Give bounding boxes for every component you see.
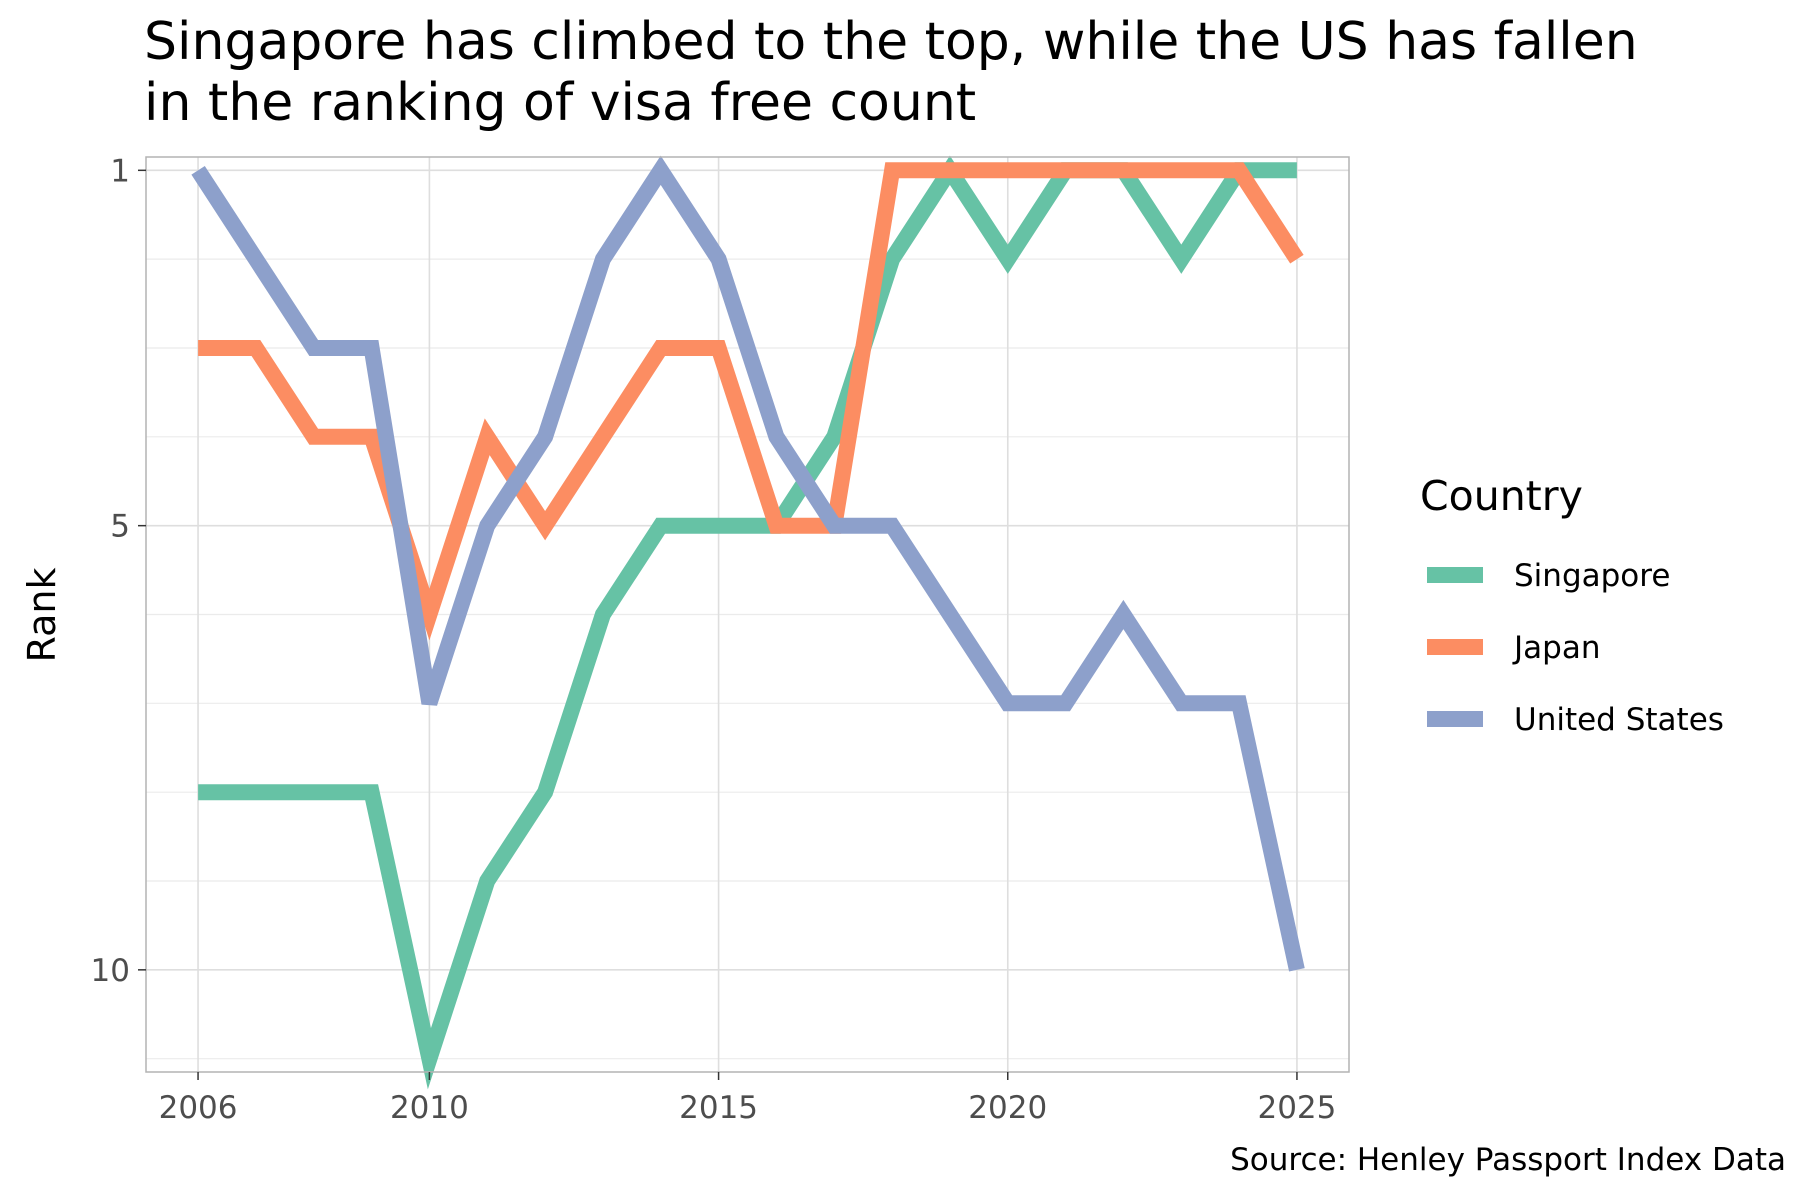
legend-items: Singapore Japan United States [1427,558,1724,738]
x-tick-label: 2025 [1257,1090,1336,1126]
y-tick-label: 1 [110,153,130,189]
x-tick-label: 2020 [968,1090,1047,1126]
chart-title-line-2: in the ranking of visa free count [144,73,977,133]
x-tick-label: 2015 [679,1090,758,1126]
legend: Country Singapore Japan United States [1420,472,1724,738]
series-lines [191,155,1305,1090]
legend-label-japan: Japan [1512,630,1600,666]
x-tick-label: 2006 [159,1090,238,1126]
y-tick-label: 10 [91,953,130,989]
legend-label-singapore: Singapore [1514,558,1670,594]
chart-source-caption: Source: Henley Passport Index Data [1230,1142,1786,1178]
x-tick-label: 2010 [390,1090,469,1126]
chart-title: Singapore has climbed to the top, while … [144,12,1764,134]
legend-label-united-states: United States [1514,702,1724,738]
y-tick-label: 5 [110,509,130,545]
series-line-japan [198,162,1304,641]
minor-gridlines [146,258,1349,1060]
x-axis-ticks: 2006 2010 2015 2020 2025 [159,1072,1336,1126]
plot-panel-border [145,156,1350,1073]
chart-title-line-1: Singapore has climbed to the top, while … [144,12,1638,72]
legend-title: Country [1420,472,1583,520]
y-axis-title: Rank [20,568,64,663]
series-line-united-states [191,155,1305,972]
